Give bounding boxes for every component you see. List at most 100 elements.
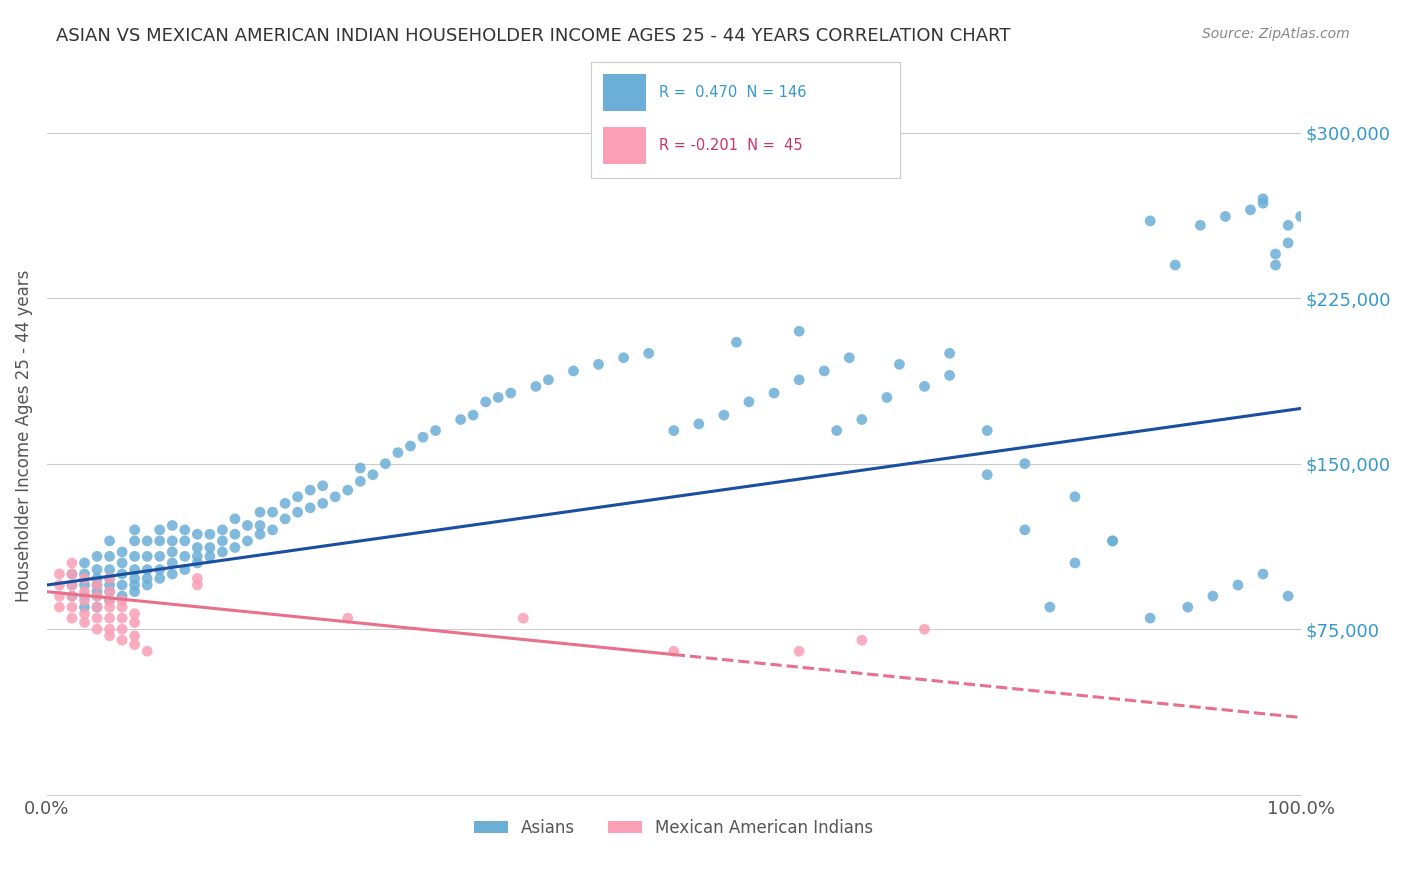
Text: Source: ZipAtlas.com: Source: ZipAtlas.com	[1202, 27, 1350, 41]
Point	[236, 533, 259, 548]
Point	[60, 600, 83, 615]
Text: R = -0.201  N =  45: R = -0.201 N = 45	[658, 138, 803, 153]
Point	[124, 629, 146, 643]
Point	[224, 527, 246, 541]
Point	[86, 584, 108, 599]
Point	[48, 567, 70, 582]
Text: R =  0.470  N = 146: R = 0.470 N = 146	[658, 85, 806, 100]
Point	[412, 430, 434, 444]
Point	[336, 611, 359, 625]
Point	[486, 391, 509, 405]
Point	[149, 523, 172, 537]
Point	[162, 567, 184, 582]
Point	[173, 563, 195, 577]
Point	[149, 563, 172, 577]
Point	[323, 490, 346, 504]
Point	[198, 527, 221, 541]
Point	[588, 357, 610, 371]
Text: ASIAN VS MEXICAN AMERICAN INDIAN HOUSEHOLDER INCOME AGES 25 - 44 YEARS CORRELATI: ASIAN VS MEXICAN AMERICAN INDIAN HOUSEHO…	[56, 27, 1011, 45]
Point	[512, 611, 534, 625]
Point	[186, 527, 208, 541]
Point	[149, 533, 172, 548]
Point	[198, 541, 221, 555]
Point	[48, 578, 70, 592]
Point	[1215, 210, 1237, 224]
Point	[98, 578, 121, 592]
Point	[98, 571, 121, 585]
Point	[662, 424, 685, 438]
Point	[98, 593, 121, 607]
Point	[262, 505, 284, 519]
Point	[336, 483, 359, 497]
Point	[349, 475, 371, 489]
Point	[425, 424, 447, 438]
Point	[1014, 523, 1036, 537]
Point	[73, 600, 96, 615]
Point	[73, 615, 96, 630]
Point	[98, 600, 121, 615]
Legend: Asians, Mexican American Indians: Asians, Mexican American Indians	[468, 813, 880, 844]
Point	[186, 556, 208, 570]
Point	[111, 589, 134, 603]
Point	[713, 408, 735, 422]
Point	[173, 523, 195, 537]
Point	[889, 357, 911, 371]
Point	[976, 424, 998, 438]
Point	[111, 611, 134, 625]
Point	[1277, 589, 1299, 603]
Point	[98, 533, 121, 548]
Point	[349, 461, 371, 475]
Point	[914, 622, 936, 636]
Point	[86, 600, 108, 615]
Point	[60, 589, 83, 603]
Point	[98, 611, 121, 625]
Point	[1139, 611, 1161, 625]
Point	[938, 346, 960, 360]
Point	[186, 578, 208, 592]
Point	[274, 496, 297, 510]
Point	[136, 563, 159, 577]
Point	[124, 578, 146, 592]
Point	[1277, 219, 1299, 233]
Point	[136, 549, 159, 564]
Point	[124, 563, 146, 577]
Point	[763, 386, 786, 401]
Point	[136, 533, 159, 548]
Point	[198, 549, 221, 564]
Point	[73, 593, 96, 607]
Point	[86, 578, 108, 592]
Point	[224, 512, 246, 526]
Point	[1039, 600, 1062, 615]
Point	[236, 518, 259, 533]
Point	[374, 457, 396, 471]
Point	[186, 541, 208, 555]
Point	[86, 611, 108, 625]
Point	[86, 563, 108, 577]
Point	[211, 545, 233, 559]
Point	[73, 571, 96, 585]
Point	[976, 467, 998, 482]
Point	[86, 549, 108, 564]
Point	[637, 346, 659, 360]
Point	[98, 584, 121, 599]
Point	[399, 439, 422, 453]
Point	[60, 578, 83, 592]
Point	[613, 351, 636, 365]
Point	[186, 571, 208, 585]
Point	[60, 567, 83, 582]
Point	[562, 364, 585, 378]
Point	[312, 479, 335, 493]
Point	[299, 483, 322, 497]
Point	[98, 593, 121, 607]
Point	[1264, 247, 1286, 261]
Point	[838, 351, 860, 365]
Point	[387, 445, 409, 459]
Point	[124, 533, 146, 548]
Point	[463, 408, 485, 422]
Point	[1226, 578, 1249, 592]
Point	[211, 533, 233, 548]
Point	[173, 533, 195, 548]
Point	[537, 373, 560, 387]
Point	[73, 589, 96, 603]
FancyBboxPatch shape	[603, 128, 647, 164]
